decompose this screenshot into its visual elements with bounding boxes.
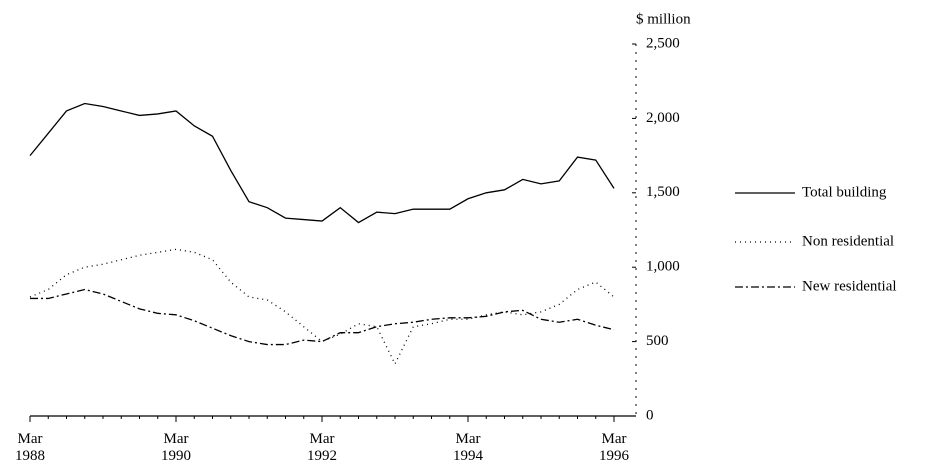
legend-label: New residential <box>802 278 897 294</box>
y-tick-label: 500 <box>646 333 669 349</box>
y-tick-label: 2,500 <box>646 35 680 51</box>
legend-label: Total building <box>802 184 887 200</box>
x-tick-label: Mar 1988 <box>15 431 45 464</box>
x-tick-label: Mar 1992 <box>307 431 337 464</box>
y-axis-label: $ million <box>636 11 691 27</box>
y-tick-label: 2,000 <box>646 110 680 126</box>
x-tick-label: Mar 1996 <box>599 431 630 464</box>
series-line <box>30 288 615 346</box>
y-tick-label: 1,500 <box>646 184 680 200</box>
series-line <box>29 248 615 366</box>
y-tick-label: 1,000 <box>646 259 680 275</box>
x-tick-label: Mar 1994 <box>453 431 484 464</box>
y-tick-label: 0 <box>646 407 654 423</box>
x-tick-label: Mar 1990 <box>161 431 191 464</box>
series-line <box>29 102 615 224</box>
legend-label: Non residential <box>802 233 894 249</box>
